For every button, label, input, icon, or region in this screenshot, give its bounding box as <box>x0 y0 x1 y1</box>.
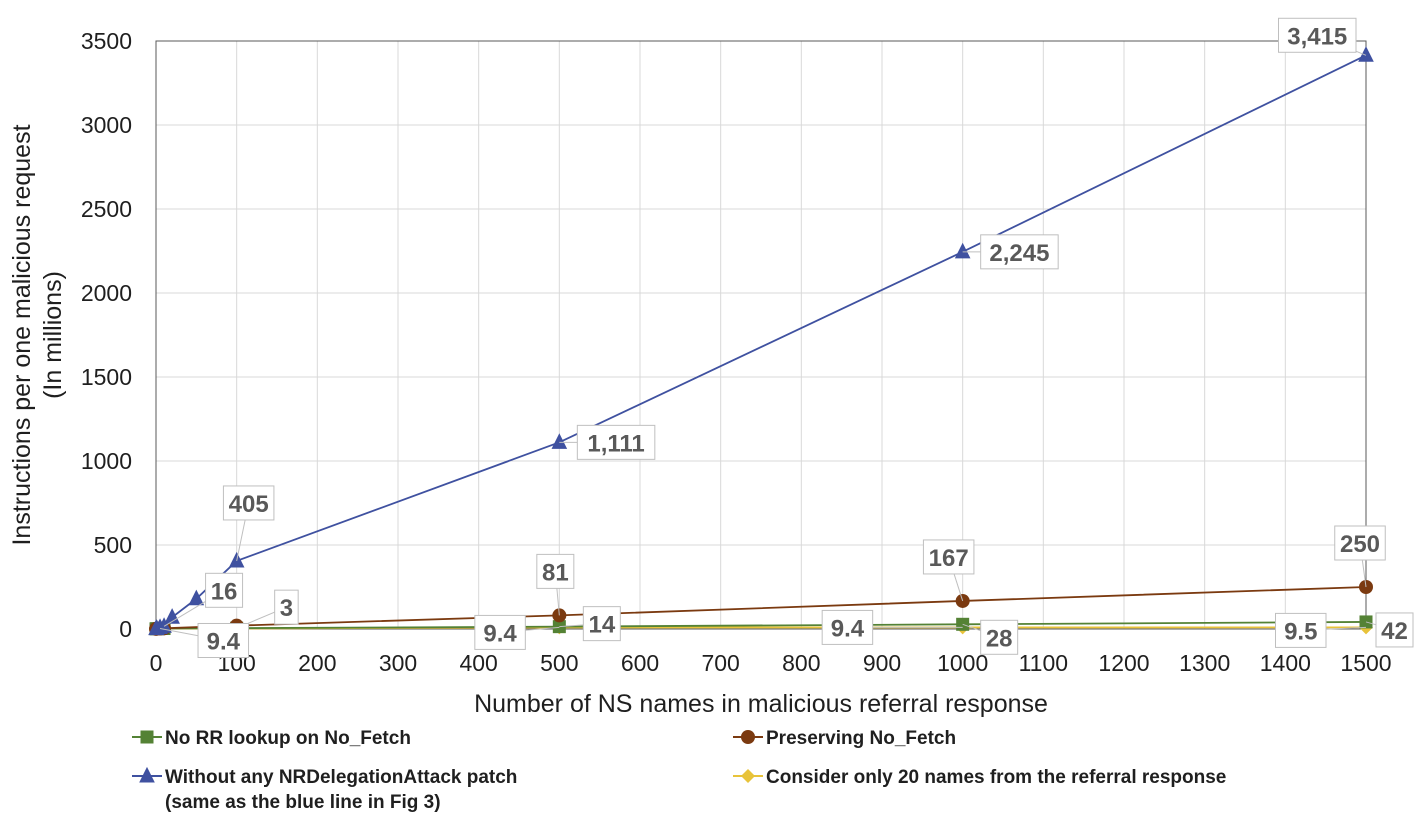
plot-area-frame <box>155 40 1367 630</box>
data-label-box <box>980 619 1019 655</box>
series-triangle <box>148 46 1374 636</box>
data-label: 1,111 <box>587 430 644 457</box>
data-label-callout: 9.4 <box>474 614 560 650</box>
legend-entry: Preserving No_Fetch <box>733 728 956 749</box>
x-tick-label: 200 <box>298 650 336 676</box>
y-tick-label: 500 <box>94 532 132 558</box>
data-label-callout: 81 <box>536 553 575 616</box>
data-point-triangle <box>188 589 205 606</box>
legend-label: Without any NRDelegationAttack patch <box>165 767 517 788</box>
y-tick-label: 3500 <box>81 28 132 54</box>
x-tick-label: 1500 <box>1340 650 1391 676</box>
y-tick-label: 0 <box>119 616 132 642</box>
x-tick-label: 300 <box>379 650 417 676</box>
data-label-box <box>274 589 299 625</box>
data-label-box <box>980 234 1059 270</box>
data-label-box <box>582 606 621 642</box>
data-label: 28 <box>986 625 1013 652</box>
data-label: 9.4 <box>483 620 517 647</box>
legend-label: No RR lookup on No_Fetch <box>165 728 411 749</box>
data-label-box <box>474 614 526 650</box>
y-tick-label: 2000 <box>81 280 132 306</box>
data-label-callout: 3,415 <box>1278 17 1367 56</box>
data-label-box <box>205 572 244 608</box>
data-label-callout: 28 <box>962 619 1019 655</box>
x-tick-label: 500 <box>540 650 578 676</box>
y-tick-label: 1000 <box>81 448 132 474</box>
legend-swatch-marker <box>139 766 155 783</box>
data-point-triangle <box>551 433 568 449</box>
y-axis-tick-labels: 0 500 1000 1500 2000 2500 3000 3500 <box>81 28 132 642</box>
legend-entry: Consider only 20 names from the referral… <box>733 767 1226 788</box>
data-label-callout: 9.4 <box>821 609 963 645</box>
data-label-callout: 1,111 <box>559 424 656 460</box>
x-tick-label: 1300 <box>1179 650 1230 676</box>
x-tick-label: 800 <box>782 650 820 676</box>
y-tick-label: 3000 <box>81 112 132 138</box>
legend-swatch-marker <box>741 730 755 744</box>
y-tick-label: 1500 <box>81 364 132 390</box>
legend: No RR lookup on No_Fetch Preserving No_Fe… <box>132 728 1226 813</box>
data-label: 167 <box>929 545 969 572</box>
x-tick-label: 700 <box>701 650 739 676</box>
data-label-callout: 9.5 <box>1275 612 1367 648</box>
y-axis-title-line-1: Instructions per one malicious request <box>8 124 36 545</box>
data-label-callout: 167 <box>922 539 975 602</box>
data-label-callout: 405 <box>222 485 275 562</box>
data-label-box <box>1334 525 1386 561</box>
data-label-box <box>222 485 275 521</box>
y-axis-title-line-2: (In millions) <box>39 271 67 399</box>
data-label: 81 <box>542 559 569 586</box>
data-label-box <box>1375 612 1414 648</box>
data-label: 3 <box>280 595 293 622</box>
legend-entry: No RR lookup on No_Fetch <box>132 728 411 749</box>
legend-swatch-marker <box>741 769 755 783</box>
x-tick-label: 1400 <box>1260 650 1311 676</box>
x-tick-label: 400 <box>459 650 497 676</box>
data-label-box <box>1278 17 1357 53</box>
data-label-box <box>922 539 975 575</box>
data-label-box <box>197 622 250 658</box>
data-label-callout: 9.4 <box>159 622 250 658</box>
x-tick-label: 1100 <box>1019 650 1068 676</box>
data-label: 250 <box>1340 531 1380 558</box>
data-label-callout: 14 <box>559 606 621 642</box>
data-label-box <box>1275 612 1327 648</box>
legend-label-line-2: (same as the blue line in Fig 3) <box>165 792 441 813</box>
legend-label: Consider only 20 names from the referral… <box>766 767 1226 788</box>
legend-entry: Without any NRDelegationAttack patch (sam… <box>132 766 517 813</box>
x-tick-label: 600 <box>621 650 659 676</box>
data-label-box <box>576 424 656 460</box>
data-label: 9.4 <box>207 628 241 655</box>
y-tick-label: 2500 <box>81 196 132 222</box>
data-label-box <box>821 609 874 645</box>
data-label: 42 <box>1381 618 1408 645</box>
legend-swatch-marker <box>140 730 154 744</box>
data-label-callout: 16 <box>163 572 244 627</box>
data-label: 405 <box>229 491 269 518</box>
data-label: 16 <box>211 578 238 605</box>
data-label-callout: 250 <box>1334 525 1386 588</box>
x-axis-title: Number of NS names in malicious referral… <box>474 690 1048 718</box>
x-tick-label: 1200 <box>1098 650 1149 676</box>
x-tick-label: 0 <box>150 650 163 676</box>
x-tick-label: 900 <box>863 650 901 676</box>
data-label: 9.4 <box>831 615 865 642</box>
data-label: 3,415 <box>1287 23 1347 50</box>
data-label-box <box>536 553 575 589</box>
data-label-callout: 3 <box>236 589 299 629</box>
x-tick-label: 1000 <box>937 650 988 676</box>
data-label: 9.5 <box>1284 618 1317 645</box>
data-point-triangle <box>954 242 971 259</box>
data-labels: 3,415 2,245 1,111 405 16 250 167 81 42 28 14 3 9.5 9.… <box>159 17 1414 658</box>
data-label: 14 <box>588 612 615 639</box>
data-label-callout: 2,245 <box>962 234 1059 270</box>
legend-label: Preserving No_Fetch <box>766 728 956 749</box>
data-label-callout: 42 <box>1365 612 1414 648</box>
x-axis-tick-labels: 0 100 200 300 400 500 600 700 800 900 1000 1100 1200… <box>150 650 1392 676</box>
y-axis-title: Instructions per one malicious request (… <box>8 124 67 545</box>
data-label: 2,245 <box>989 240 1049 267</box>
